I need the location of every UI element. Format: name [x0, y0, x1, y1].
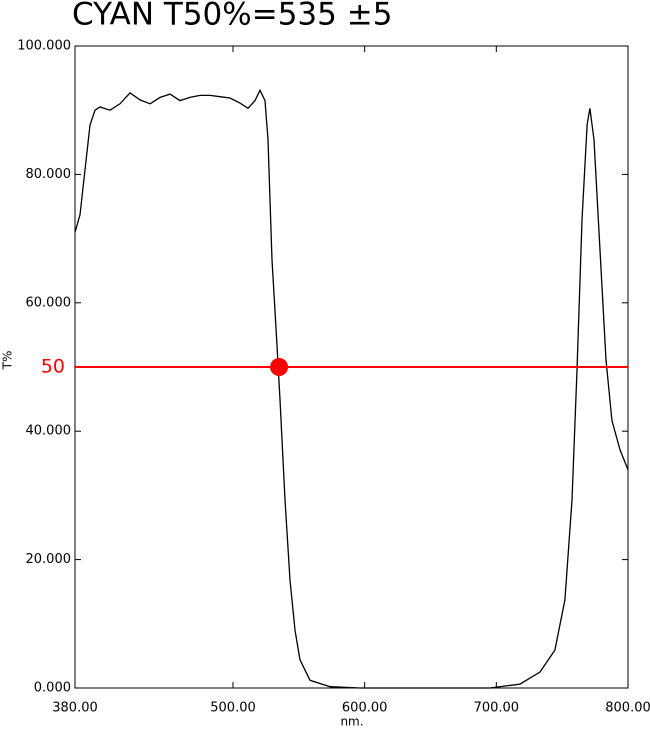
- chart-title: CYAN T50%=535 ±5: [72, 0, 392, 33]
- x-tick-label: 380.00: [52, 701, 98, 716]
- x-tick-label: 800.00: [605, 701, 650, 716]
- x-tick-label: 500.00: [210, 701, 256, 716]
- curve: [74, 88, 629, 689]
- reference-label: 50: [41, 356, 65, 378]
- y-tick-label: 20.000: [26, 552, 72, 567]
- x-tick-label: 600.00: [342, 701, 388, 716]
- marker: [270, 358, 289, 376]
- y-tick-label: 80.000: [26, 167, 72, 182]
- y-tick-label: 0.000: [34, 681, 71, 696]
- x-tick-label: 700.00: [474, 701, 520, 716]
- y-tick-label: 100.000: [17, 39, 71, 54]
- y-tick-label: 60.000: [26, 295, 72, 310]
- y-axis-label: T%: [1, 351, 15, 371]
- y-tick-label: 40.000: [26, 424, 72, 439]
- x-axis-label: nm.: [340, 715, 363, 729]
